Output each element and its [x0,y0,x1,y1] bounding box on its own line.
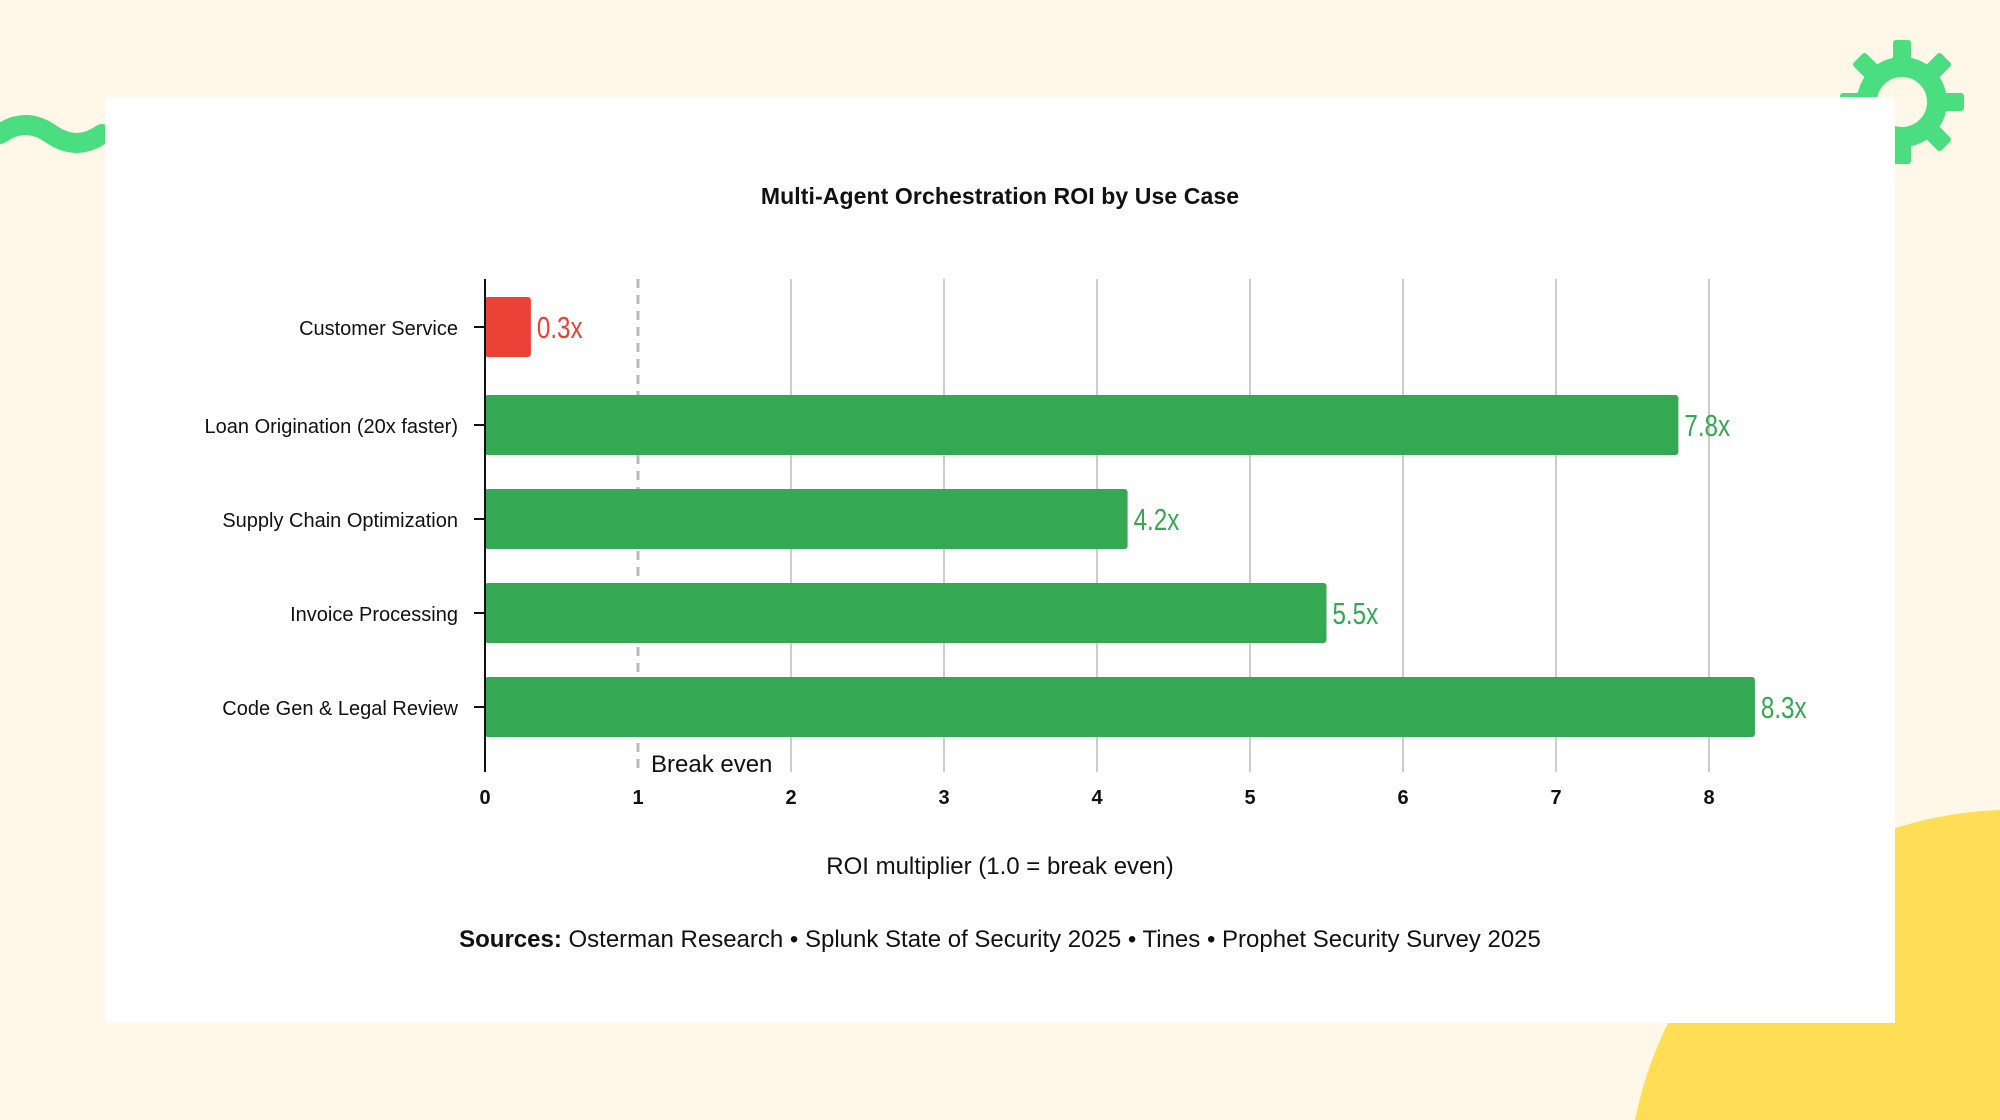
category-label: Customer Service [299,318,458,340]
bar [485,677,1755,737]
bar [485,297,531,357]
break-even-label: Break even [651,751,772,778]
x-axis-label: ROI multiplier (1.0 = break even) [826,853,1174,880]
bar-value-label: 8.3x [1761,690,1807,725]
bar-value-label: 7.8x [1684,408,1730,443]
sources-label: Sources: [459,926,562,953]
x-tick-label: 7 [1550,787,1561,809]
chart-card [105,97,1895,1023]
bar-value-label: 0.3x [537,310,583,345]
chart-title: Multi-Agent Orchestration ROI by Use Cas… [760,183,1240,209]
x-tick-label: 6 [1397,787,1408,809]
bar-value-label: 4.2x [1134,502,1180,537]
x-tick-label: 0 [479,787,490,809]
x-tick-label: 5 [1244,787,1255,809]
x-tick-label: 1 [632,787,643,809]
category-label: Code Gen & Legal Review [222,698,458,720]
x-tick-label: 2 [785,787,796,809]
x-tick-label: 3 [938,787,949,809]
x-tick-label: 8 [1703,787,1714,809]
wave-decoration [0,115,112,153]
sources-line: Sources: Osterman Research • Splunk Stat… [0,926,2000,954]
bar-value-label: 5.5x [1332,596,1378,631]
sources-text: Osterman Research • Splunk State of Secu… [568,926,1541,953]
bar [485,489,1128,549]
bar [485,583,1327,643]
category-label: Invoice Processing [290,604,458,626]
bar [485,395,1679,455]
category-label: Supply Chain Optimization [222,510,458,532]
x-tick-label: 4 [1091,787,1103,809]
category-label: Loan Origination (20x faster) [205,416,458,438]
